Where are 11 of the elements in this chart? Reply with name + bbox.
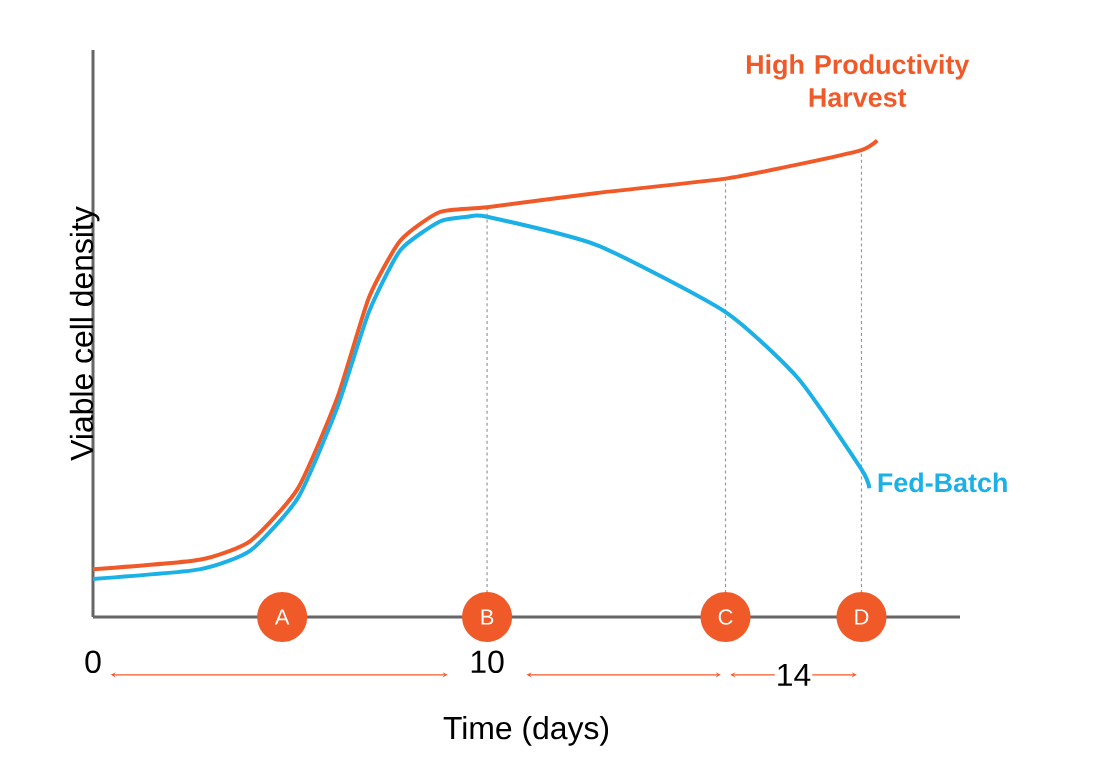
ref-line-label: B bbox=[481, 609, 494, 625]
annotation: A bbox=[274, 609, 290, 625]
ref-line-label: C bbox=[718, 609, 733, 625]
x-axis-title: Time (days) bbox=[443, 715, 609, 746]
ref-line-label: D bbox=[855, 609, 869, 625]
x-tick-label: 10 bbox=[471, 650, 504, 674]
text: High Productivity Harvest bbox=[746, 54, 970, 108]
series-label: Fed-Batch bbox=[878, 472, 1007, 493]
x-tick-label: 0 bbox=[85, 650, 101, 674]
y-axis-title: Viable cell density bbox=[69, 206, 100, 461]
text: 14 bbox=[778, 663, 811, 686]
